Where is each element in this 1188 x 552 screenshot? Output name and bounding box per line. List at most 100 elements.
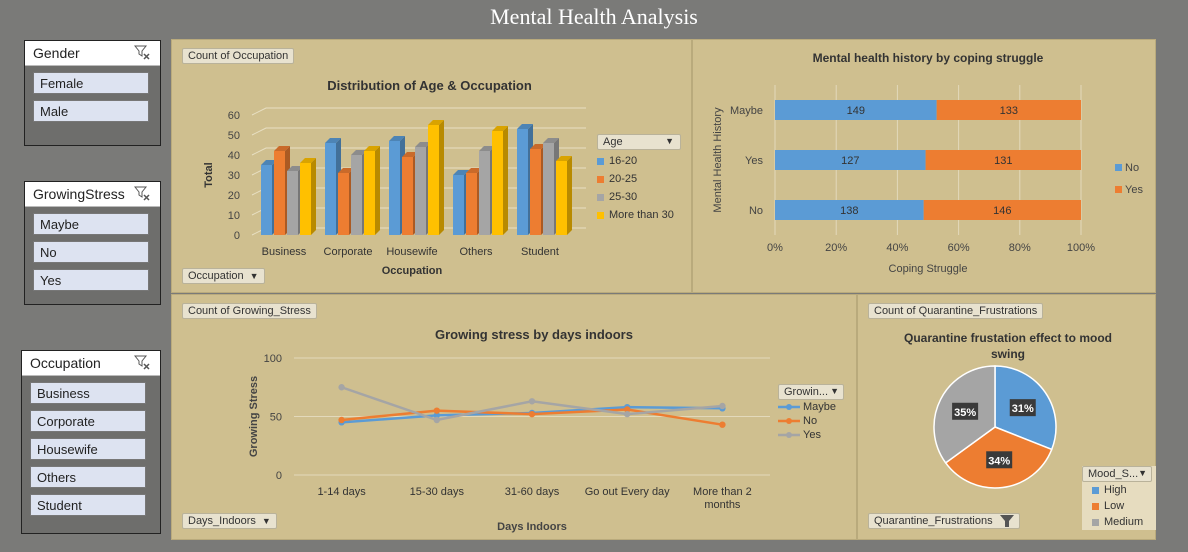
gridline bbox=[251, 107, 586, 116]
bar-front bbox=[492, 131, 503, 235]
bar-top bbox=[338, 168, 354, 173]
bar-side bbox=[311, 158, 316, 235]
y-axis-title: Mental Health History bbox=[712, 107, 724, 213]
filter-icon bbox=[999, 515, 1014, 528]
data-point bbox=[719, 402, 726, 410]
legend-label: 25-30 bbox=[609, 191, 638, 203]
slicer-item-business[interactable]: Business bbox=[30, 382, 146, 404]
x-tick-label: 0% bbox=[767, 242, 783, 254]
bar-segment bbox=[775, 150, 926, 170]
field-button-count-growing-stress[interactable]: Count of Growing_Stress bbox=[182, 303, 317, 319]
field-button-count-quarantine[interactable]: Count of Quarantine_Frustrations bbox=[868, 303, 1044, 319]
bar-side bbox=[375, 146, 380, 235]
bar-top bbox=[543, 138, 559, 143]
dropdown-arrow-icon: ▼ bbox=[249, 271, 259, 281]
stress-legend: Growin... ▼ Maybe No Yes bbox=[778, 384, 844, 442]
bar bbox=[300, 158, 316, 235]
y-tick-label: 100 bbox=[264, 353, 282, 365]
bar bbox=[492, 126, 508, 235]
bar-top bbox=[389, 136, 405, 141]
bar-front bbox=[402, 157, 413, 235]
legend-entries: High Low Medium bbox=[1082, 482, 1152, 530]
clear-filter-icon[interactable] bbox=[134, 185, 150, 201]
slicer-item-others[interactable]: Others bbox=[30, 466, 146, 488]
axis-button-occupation[interactable]: Occupation ▼ bbox=[182, 268, 265, 284]
pie-chart-panel: Count of Quarantine_Frustrations Quarant… bbox=[857, 294, 1156, 540]
x-tick-label: 31-60 days bbox=[505, 486, 560, 498]
axis-button-label: Occupation bbox=[188, 270, 244, 282]
y-tick-label: Maybe bbox=[730, 105, 763, 117]
legend-item: 25-30 bbox=[597, 188, 681, 206]
legend-entries: Maybe No Yes bbox=[778, 400, 844, 442]
bar-front bbox=[530, 149, 541, 235]
slicer-item-maybe[interactable]: Maybe bbox=[33, 213, 149, 235]
data-point bbox=[338, 384, 345, 391]
data-label: 146 bbox=[993, 205, 1011, 217]
gridline bbox=[251, 147, 586, 156]
x-tick-label: 40% bbox=[886, 242, 908, 254]
y-tick-label: No bbox=[749, 205, 763, 217]
bar-front bbox=[415, 147, 426, 235]
legend-button-growing-stress[interactable]: Growin... ▼ bbox=[778, 384, 844, 400]
slicer-item-student[interactable]: Student bbox=[30, 494, 146, 516]
history-stacked-bar-chart: 0% 20% 40% 60% 80% 100% 149 133 Maybe 127 131 Yes 13… bbox=[712, 85, 1143, 275]
clear-filter-icon[interactable] bbox=[134, 354, 150, 370]
data-label-bg bbox=[952, 402, 979, 420]
slicer-item-male[interactable]: Male bbox=[33, 100, 149, 122]
axis-button-days-indoors[interactable]: Days_Indoors ▼ bbox=[182, 513, 277, 529]
bar-front bbox=[479, 151, 490, 235]
field-button-count-occupation[interactable]: Count of Occupation bbox=[182, 48, 295, 64]
slicer-header: GrowingStress bbox=[25, 182, 160, 207]
filter-button-quarantine[interactable]: Quarantine_Frustrations bbox=[868, 513, 1020, 530]
y-tick-label: Yes bbox=[745, 155, 763, 167]
x-tick-label: 20% bbox=[825, 242, 847, 254]
bar-front bbox=[300, 163, 311, 235]
x-tick-label: Corporate bbox=[324, 246, 373, 258]
bar-top bbox=[300, 158, 316, 163]
slicer-item-female[interactable]: Female bbox=[33, 72, 149, 94]
bar-front bbox=[287, 171, 298, 235]
x-axis-title: Days Indoors bbox=[497, 521, 567, 533]
legend-label: 20-25 bbox=[609, 173, 638, 185]
dropdown-arrow-icon: ▼ bbox=[261, 516, 271, 526]
legend-button-label: Mood_S... bbox=[1088, 468, 1139, 480]
data-point bbox=[624, 410, 631, 418]
bar-side bbox=[503, 126, 508, 235]
data-label: 127 bbox=[841, 155, 859, 167]
bar-top bbox=[492, 126, 508, 131]
slicer-item-yes[interactable]: Yes bbox=[33, 269, 149, 291]
data-point bbox=[624, 406, 631, 413]
legend-button-mood[interactable]: Mood_S... ▼ bbox=[1082, 466, 1152, 482]
legend-item: More than 30 bbox=[597, 206, 681, 224]
bar-segment bbox=[775, 200, 924, 220]
legend-item: 20-25 bbox=[597, 170, 681, 188]
bar-top bbox=[287, 166, 303, 171]
x-tick-label: 80% bbox=[1009, 242, 1031, 254]
legend-button-label: Growin... bbox=[784, 386, 829, 398]
data-point bbox=[433, 416, 440, 424]
slicer-item-housewife[interactable]: Housewife bbox=[30, 438, 146, 460]
chart-title: Mental health history by coping struggle bbox=[812, 51, 1044, 65]
legend-dot bbox=[786, 418, 792, 425]
x-tick-label: 100% bbox=[1067, 242, 1095, 254]
legend-entries: 16-20 20-25 25-30 More than 30 bbox=[597, 152, 681, 224]
data-label: 34% bbox=[988, 455, 1010, 467]
dropdown-arrow-icon: ▼ bbox=[665, 136, 674, 146]
bar-front bbox=[543, 143, 554, 235]
legend-item: Medium bbox=[1092, 514, 1152, 530]
x-tick-label: Student bbox=[521, 246, 559, 258]
y-tick-label: 60 bbox=[228, 110, 240, 122]
slicer-item-no[interactable]: No bbox=[33, 241, 149, 263]
slicer-title: GrowingStress bbox=[33, 186, 125, 202]
clear-filter-icon[interactable] bbox=[134, 44, 150, 60]
age-occupation-bar-chart: 0 10 20 30 40 50 60 Total Business Corporate House… bbox=[203, 107, 586, 277]
data-label-bg bbox=[1009, 399, 1036, 417]
legend-swatch bbox=[597, 175, 604, 183]
slicer-item-corporate[interactable]: Corporate bbox=[30, 410, 146, 432]
legend-button-age[interactable]: Age ▼ bbox=[597, 134, 681, 150]
bar-top bbox=[274, 146, 290, 151]
data-point bbox=[528, 398, 536, 405]
bar-segment bbox=[775, 100, 937, 120]
x-tick-label: Housewife bbox=[386, 246, 437, 258]
legend-line-marker bbox=[778, 404, 800, 411]
